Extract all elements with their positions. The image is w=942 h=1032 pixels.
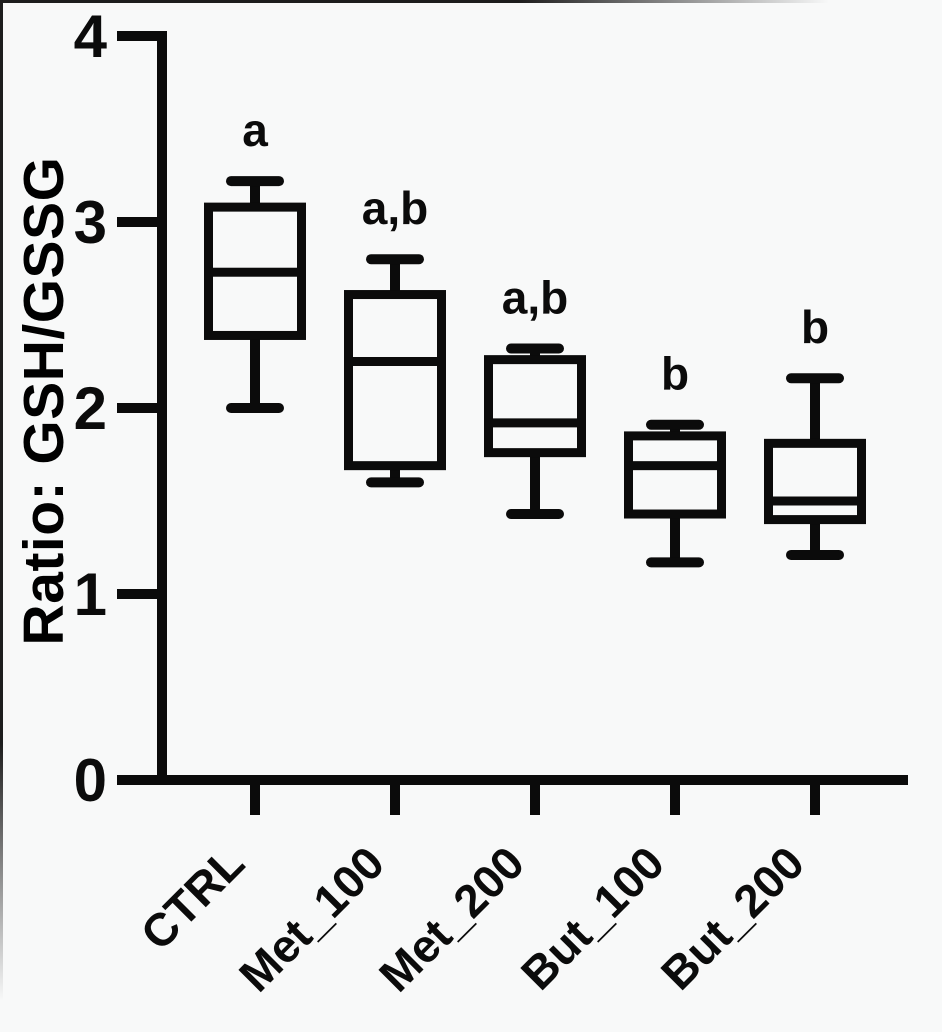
y-tick [117, 217, 157, 227]
whisker-upper-cap [646, 419, 704, 430]
whisker-lower-cap [226, 403, 284, 413]
y-tick [117, 589, 157, 599]
x-tick [390, 785, 400, 815]
whisker-lower-stem [810, 519, 820, 555]
significance-letter: b [661, 348, 689, 400]
whisker-lower-stem [250, 335, 260, 408]
median-line [208, 267, 302, 277]
y-tick-label: 0 [74, 747, 107, 814]
x-tick [670, 785, 680, 815]
y-axis-line [157, 31, 167, 785]
y-tick-label: 2 [74, 375, 107, 442]
whisker-lower-cap [786, 549, 844, 560]
box-But_200 [764, 438, 866, 525]
y-tick-label: 1 [74, 561, 107, 628]
whisker-upper-cap [506, 343, 564, 354]
x-tick-label: Met_200 [369, 836, 534, 1001]
x-tick-label: But_200 [651, 836, 814, 999]
whisker-upper-stem [250, 181, 260, 208]
whisker-lower-stem [530, 452, 540, 515]
x-tick-label: CTRL [131, 836, 254, 959]
whisker-lower-stem [670, 514, 680, 563]
box-Met_200 [484, 355, 586, 458]
whisker-upper-stem [390, 259, 400, 295]
significance-letter: a,b [502, 271, 568, 323]
x-tick-label: But_100 [511, 836, 674, 999]
median-line [488, 418, 582, 428]
significance-letter: b [801, 301, 829, 353]
median-line [768, 496, 862, 506]
whisker-lower-cap [646, 557, 704, 568]
box-Met_100 [344, 290, 446, 471]
x-tick [250, 785, 260, 815]
x-tick [530, 785, 540, 815]
y-tick-label: 3 [74, 189, 107, 256]
box-But_100 [624, 431, 726, 519]
y-tick [117, 403, 157, 413]
y-tick [117, 775, 157, 785]
whisker-upper-stem [670, 424, 680, 436]
median-line [628, 461, 722, 471]
whisker-upper-stem [530, 348, 540, 360]
whisker-upper-cap [226, 176, 284, 187]
x-tick [810, 785, 820, 815]
x-axis-line [157, 775, 908, 785]
whisker-upper-cap [366, 254, 424, 265]
median-line [348, 357, 442, 366]
y-axis-title: Ratio: GSH/GSSG [12, 156, 76, 646]
whisker-upper-stem [810, 378, 820, 444]
significance-letter: a,b [362, 182, 428, 234]
x-tick-label: Met_100 [229, 836, 394, 1001]
whisker-upper-cap [786, 373, 844, 384]
whisker-lower-stem [390, 465, 400, 483]
y-tick-label: 4 [74, 3, 108, 70]
y-tick [117, 31, 157, 41]
significance-letter: a [242, 104, 268, 156]
whisker-lower-cap [366, 477, 424, 488]
whisker-lower-cap [506, 509, 564, 520]
